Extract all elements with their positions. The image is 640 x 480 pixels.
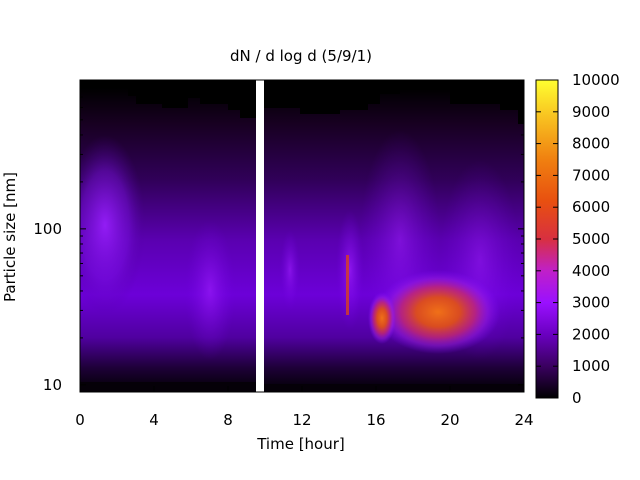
colorbar-tick-label: 2000 [572, 325, 610, 343]
colorbar-axis: 0 1000 2000 3000 4000 5000 6000 7000 8000 9000 100… [536, 71, 620, 407]
colorbar-tick-label: 3000 [572, 294, 610, 312]
growth-event-blob-main [376, 270, 500, 354]
colorbar-tick-label: 8000 [572, 135, 610, 153]
top-cap-left [80, 80, 256, 118]
streak [280, 230, 300, 310]
colorbar-tick-label: 5000 [572, 230, 610, 248]
colorbar-tick-label: 9000 [572, 103, 610, 121]
y-axis-label: Particle size [nm] [1, 172, 19, 302]
x-tick-label: 24 [514, 411, 533, 429]
bottom-band-right [264, 384, 524, 392]
x-tick-label: 8 [223, 411, 233, 429]
streak [185, 220, 235, 360]
narrow-streak [346, 255, 349, 315]
x-tick-label: 16 [366, 411, 385, 429]
heatmap-plot-area [80, 80, 524, 392]
y-tick-label: 100 [33, 220, 62, 238]
colorbar-tick-label: 7000 [572, 166, 610, 184]
colorbar-tick-label: 0 [572, 389, 582, 407]
x-tick-label: 4 [149, 411, 159, 429]
x-axis-label: Time [hour] [256, 435, 345, 453]
x-axis: 0 4 8 12 16 20 24 [75, 80, 534, 429]
colorbar-tick-label: 1000 [572, 357, 610, 375]
chart-title: dN / d log d (5/9/1) [230, 47, 372, 65]
colorbar-tick-label: 10000 [572, 71, 620, 89]
top-cap-right [264, 80, 524, 124]
growth-event-blob-left [368, 292, 396, 344]
streak [336, 210, 364, 330]
x-tick-label: 0 [75, 411, 85, 429]
y-tick-label: 10 [43, 376, 62, 394]
colorbar-tick-label: 6000 [572, 198, 610, 216]
x-tick-label: 20 [440, 411, 459, 429]
x-tick-label: 12 [292, 411, 311, 429]
colorbar-tick-label: 4000 [572, 262, 610, 280]
bottom-band-left [80, 382, 256, 392]
data-gap [256, 80, 264, 392]
morning-mode-blob [80, 135, 145, 315]
y-axis: 10 100 [33, 79, 524, 394]
